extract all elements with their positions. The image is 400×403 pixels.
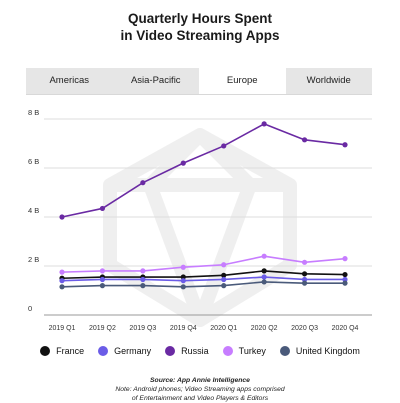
legend-marker-russia [165, 346, 176, 356]
tab-asia-pacific[interactable]: Asia-Pacific [130, 75, 181, 86]
data-point-united-kingdom [261, 279, 267, 285]
chart-title-line-2: in Video Streaming Apps [120, 28, 280, 43]
source-note: Source: App Annie Intelligence [150, 377, 250, 384]
data-point-germany [99, 276, 106, 283]
y-tick-label: 2 B [28, 255, 39, 264]
data-point-turkey [140, 268, 146, 274]
chart-title: Quarterly Hours Spent in Video Streaming… [0, 10, 400, 44]
x-tick-label: 2020 Q3 [291, 325, 318, 332]
tab-worldwide[interactable]: Worldwide [306, 75, 351, 86]
series-line-turkey [61, 255, 346, 273]
data-point-turkey [261, 253, 267, 259]
data-point-germany [221, 276, 227, 283]
data-point-united-kingdom [221, 283, 227, 289]
legend-item-russia[interactable]: Russia [165, 346, 209, 356]
data-point-united-kingdom [59, 284, 65, 290]
data-point-russia [342, 142, 348, 148]
watermark-diamond-icon [103, 128, 297, 327]
legend-marker-germany [98, 346, 109, 356]
data-point-russia [221, 143, 227, 149]
data-point-turkey [301, 259, 308, 265]
line-chart: 0 2 B 4 B 6 B 8 B 2019 Q1 2019 Q2 2019 Q3 2019 Q… [28, 108, 372, 332]
legend-label-turkey: Turkey [238, 346, 266, 356]
data-point-united-kingdom [301, 280, 308, 286]
y-tick-label: 8 B [28, 108, 39, 117]
data-point-russia [301, 137, 308, 143]
x-tick-label: 2019 Q4 [170, 325, 197, 332]
legend-item-germany[interactable]: Germany [98, 346, 151, 356]
tab-europe[interactable]: Europe [199, 68, 286, 94]
footnote-line-1: Note: Android phones; Video Streaming ap… [115, 386, 285, 393]
x-tick-label: 2019 Q3 [129, 325, 156, 332]
data-point-turkey [180, 264, 186, 270]
x-tick-label: 2020 Q2 [251, 325, 278, 332]
chart-legend: France Germany Russia Turkey United King… [0, 346, 400, 356]
legend-label-germany: Germany [114, 346, 152, 356]
y-tick-label: 6 B [28, 157, 39, 166]
chart-title-line-1: Quarterly Hours Spent [127, 11, 273, 26]
data-point-germany [180, 278, 186, 284]
x-tick-label: 2019 Q1 [49, 325, 76, 332]
data-point-germany [59, 278, 65, 284]
watermark-stroke-0 [103, 128, 297, 327]
footnote-line-2: of Entertainment and Video Players & Edi… [131, 395, 269, 402]
region-tabs: Americas Asia-Pacific Europe Worldwide [26, 68, 372, 94]
y-tick-label: 4 B [28, 206, 39, 215]
data-point-germany [261, 274, 267, 280]
tab-americas[interactable]: Americas [49, 75, 90, 86]
data-point-turkey [59, 269, 65, 275]
legend-marker-united-kingdom [279, 346, 290, 356]
data-point-france [180, 274, 186, 280]
data-point-russia [140, 180, 146, 186]
data-point-france [261, 268, 267, 274]
series-line-united-kingdom [61, 281, 345, 288]
series-line-germany [61, 276, 345, 282]
data-point-russia [261, 121, 267, 127]
legend-label-france: France [56, 346, 85, 356]
y-tick-label: 0 [28, 304, 32, 313]
data-point-germany [342, 276, 348, 283]
data-point-france [301, 271, 308, 277]
series-line-russia [61, 123, 346, 218]
data-point-russia [99, 205, 106, 212]
data-point-russia [180, 160, 186, 166]
data-point-united-kingdom [99, 283, 106, 289]
data-point-united-kingdom [140, 283, 146, 289]
tabs-divider [26, 94, 372, 95]
x-tick-label: 2019 Q2 [89, 325, 116, 332]
legend-label-russia: Russia [181, 346, 209, 356]
data-point-germany [301, 276, 308, 283]
data-point-russia [59, 214, 65, 220]
x-tick-label: 2020 Q1 [210, 325, 237, 332]
legend-marker-france [40, 346, 51, 356]
chart-footer: Source: App Annie Intelligence Note: And… [0, 376, 400, 403]
legend-label-united-kingdom: United Kingdom [295, 346, 360, 356]
legend-marker-turkey [222, 346, 233, 356]
legend-item-united-kingdom[interactable]: United Kingdom [279, 346, 360, 356]
legend-item-france[interactable]: France [40, 346, 84, 356]
x-tick-label: 2020 Q4 [332, 325, 359, 332]
data-point-united-kingdom [180, 284, 186, 290]
data-point-turkey [99, 268, 106, 274]
series-line-france [61, 270, 346, 280]
data-point-france [221, 272, 227, 278]
data-point-turkey [342, 256, 348, 262]
data-point-germany [140, 276, 146, 283]
legend-item-turkey[interactable]: Turkey [222, 346, 266, 356]
watermark-stroke-1 [110, 130, 290, 327]
data-point-united-kingdom [342, 280, 348, 286]
data-point-france [342, 271, 348, 278]
data-point-turkey [221, 262, 227, 268]
